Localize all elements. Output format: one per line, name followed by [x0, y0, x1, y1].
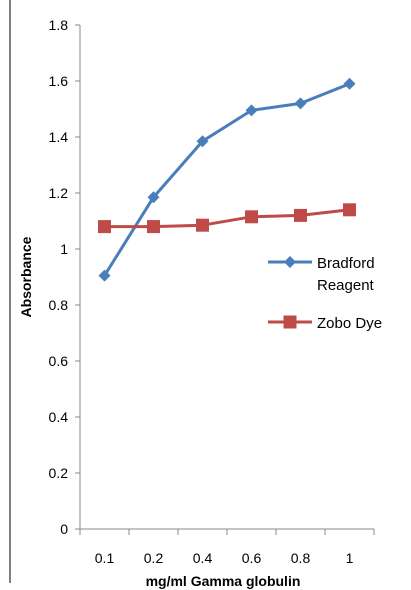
- series-2: [98, 203, 356, 234]
- y-tick-label: 1.4: [49, 129, 69, 145]
- y-axis-title: Absorbance: [18, 236, 34, 317]
- legend-marker: [284, 256, 296, 268]
- x-axis-title: mg/ml Gamma globulin: [146, 573, 301, 589]
- data-point: [196, 135, 209, 148]
- y-tick-labels: 0 0.2 0.4 0.6 0.8 1 1.2 1.4 1.6 1.8: [49, 17, 69, 537]
- data-point: [294, 97, 307, 110]
- x-tick-label: 0.4: [193, 550, 213, 566]
- y-tick-label: 1.2: [49, 185, 69, 201]
- axis-ticks: [75, 24, 375, 535]
- x-tick-label: 0.2: [144, 550, 164, 566]
- data-point: [294, 208, 307, 222]
- legend-label: Zobo Dye: [317, 315, 382, 332]
- series-layer: [98, 77, 356, 282]
- series-line: [104, 208, 350, 229]
- x-tick-label: 0.6: [242, 550, 262, 566]
- legend-label: Bradford: [317, 255, 375, 272]
- legend-marker: [283, 315, 297, 329]
- x-tick-label: 0.1: [95, 550, 115, 566]
- legend-item-2: Zobo Dye: [268, 315, 382, 332]
- x-tick-labels: 0.1 0.2 0.4 0.6 0.8 1: [95, 550, 354, 566]
- series-line: [103, 82, 351, 277]
- data-point: [98, 220, 111, 234]
- legend-label: Reagent: [317, 277, 375, 294]
- y-tick-label: 1.6: [49, 73, 69, 89]
- data-point: [245, 104, 258, 117]
- data-point: [343, 77, 356, 90]
- y-tick-label: 0: [60, 521, 68, 537]
- data-point: [147, 191, 160, 204]
- y-tick-label: 1.8: [49, 17, 69, 33]
- y-tick-label: 0.4: [49, 409, 69, 425]
- y-tick-label: 0.6: [49, 353, 69, 369]
- data-point: [245, 210, 258, 224]
- x-tick-label: 1: [346, 550, 354, 566]
- y-tick-label: 1: [60, 241, 68, 257]
- data-point: [343, 203, 356, 217]
- series-1: [98, 77, 356, 282]
- y-tick-label: 0.8: [49, 297, 69, 313]
- legend-item-1: Bradford Reagent: [268, 255, 375, 294]
- x-tick-label: 0.8: [291, 550, 311, 566]
- legend: Bradford Reagent Zobo Dye: [268, 255, 382, 332]
- data-point: [147, 220, 160, 234]
- data-point: [196, 218, 209, 232]
- y-tick-label: 0.2: [49, 465, 69, 481]
- data-point: [98, 269, 111, 282]
